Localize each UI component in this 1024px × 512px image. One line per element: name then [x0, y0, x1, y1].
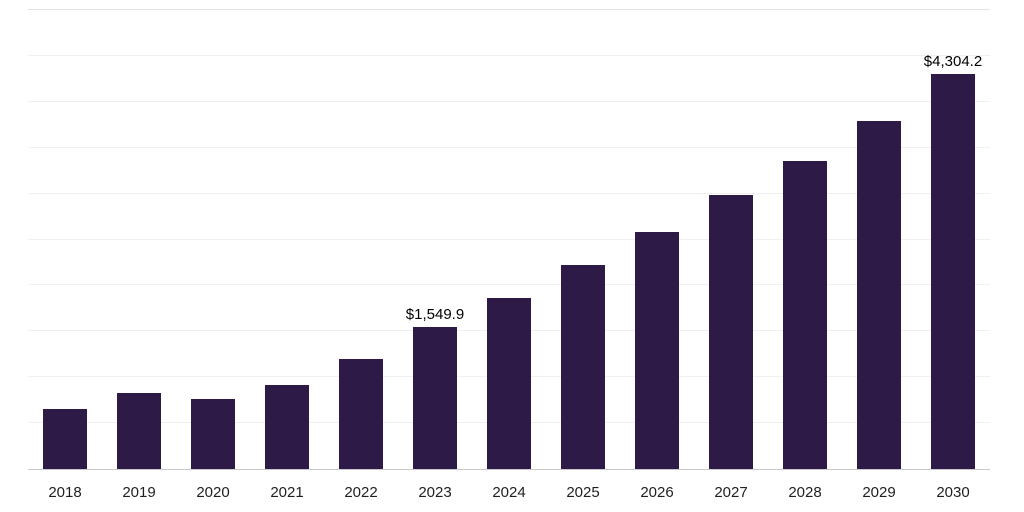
x-axis-label-2024: 2024 — [492, 484, 526, 501]
bar-slot-2019: 2019 — [102, 10, 176, 500]
bar-2029 — [857, 121, 901, 469]
bar-2021 — [265, 384, 309, 469]
x-axis-label-2019: 2019 — [122, 484, 156, 501]
x-axis-label-2027: 2027 — [714, 484, 748, 501]
bar-slot-2018: 2018 — [28, 10, 102, 500]
x-axis-label-2021: 2021 — [270, 484, 304, 501]
gridline — [28, 192, 990, 194]
bar-2024 — [487, 298, 531, 469]
bar-2026 — [635, 232, 679, 469]
x-axis-label-2026: 2026 — [640, 484, 674, 501]
gridline — [28, 238, 990, 240]
gridline — [28, 284, 990, 286]
gridline — [28, 100, 990, 102]
bar-2023 — [413, 326, 457, 469]
bar-2019 — [117, 392, 161, 469]
bar-slot-2023: $1,549.9 2023 — [398, 10, 472, 500]
bar-2028 — [783, 160, 827, 469]
bar-slot-2027: 2027 — [694, 10, 768, 500]
bar-2027 — [709, 195, 753, 469]
x-axis-label-2020: 2020 — [196, 484, 230, 501]
bar-slot-2021: 2021 — [250, 10, 324, 500]
gridline — [28, 146, 990, 148]
plot-area: 2018 2019 2020 2021 2022 $1,549.9 2023 2024 2025… — [28, 9, 990, 500]
x-axis-label-2018: 2018 — [48, 484, 82, 501]
bar-value-label: $1,549.9 — [405, 305, 465, 323]
bar-slot-2025: 2025 — [546, 10, 620, 500]
bar-2018 — [43, 409, 87, 469]
bar-slot-2028: 2028 — [768, 10, 842, 500]
x-axis-label-2022: 2022 — [344, 484, 378, 501]
x-axis-label-2029: 2029 — [862, 484, 896, 501]
bar-2025 — [561, 265, 605, 469]
x-axis-label-2023: 2023 — [418, 484, 452, 501]
bar-2030 — [931, 73, 975, 469]
bar-slot-2022: 2022 — [324, 10, 398, 500]
gridline — [28, 54, 990, 56]
bar-slot-2024: 2024 — [472, 10, 546, 500]
bar-slot-2020: 2020 — [176, 10, 250, 500]
bar-2022 — [339, 358, 383, 469]
bars: 2018 2019 2020 2021 2022 $1,549.9 2023 2024 2025… — [28, 10, 990, 500]
bar-value-label: $4,304.2 — [923, 52, 983, 70]
x-axis-label-2025: 2025 — [566, 484, 600, 501]
bar-slot-2030: $4,304.2 2030 — [916, 10, 990, 500]
x-axis-label-2030: 2030 — [936, 484, 970, 501]
gridline — [28, 9, 990, 10]
bar-slot-2026: 2026 — [620, 10, 694, 500]
x-axis-label-2028: 2028 — [788, 484, 822, 501]
bar-2020 — [191, 399, 235, 469]
bar-slot-2029: 2029 — [842, 10, 916, 500]
